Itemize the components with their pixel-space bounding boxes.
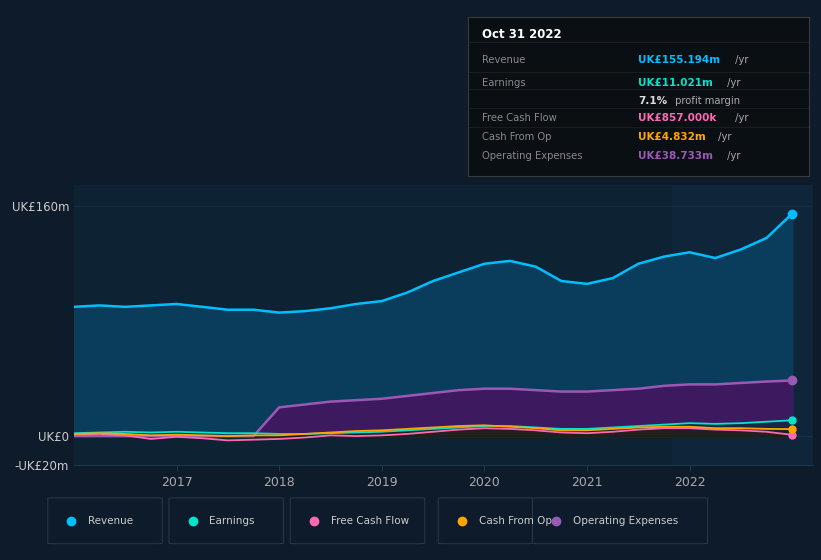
FancyBboxPatch shape xyxy=(438,498,533,544)
FancyBboxPatch shape xyxy=(290,498,424,544)
FancyBboxPatch shape xyxy=(48,498,163,544)
Text: profit margin: profit margin xyxy=(672,96,741,106)
Text: UK£11.021m: UK£11.021m xyxy=(639,78,713,88)
Text: Earnings: Earnings xyxy=(482,78,525,88)
Text: Cash From Op: Cash From Op xyxy=(482,132,551,142)
FancyBboxPatch shape xyxy=(169,498,283,544)
Text: UK£38.733m: UK£38.733m xyxy=(639,151,713,161)
Text: /yr: /yr xyxy=(723,78,740,88)
Text: UK£857.000k: UK£857.000k xyxy=(639,113,717,123)
Text: UK£4.832m: UK£4.832m xyxy=(639,132,706,142)
Text: Revenue: Revenue xyxy=(88,516,133,526)
Text: Revenue: Revenue xyxy=(482,55,525,65)
Text: Free Cash Flow: Free Cash Flow xyxy=(331,516,409,526)
Text: Cash From Op: Cash From Op xyxy=(479,516,552,526)
Text: Operating Expenses: Operating Expenses xyxy=(482,151,582,161)
Text: /yr: /yr xyxy=(732,55,749,65)
Text: /yr: /yr xyxy=(715,132,732,142)
Text: /yr: /yr xyxy=(732,113,749,123)
Text: UK£155.194m: UK£155.194m xyxy=(639,55,721,65)
Bar xyxy=(672,185,813,465)
Text: Free Cash Flow: Free Cash Flow xyxy=(482,113,557,123)
Text: Oct 31 2022: Oct 31 2022 xyxy=(482,28,562,41)
Text: Earnings: Earnings xyxy=(209,516,255,526)
Text: /yr: /yr xyxy=(723,151,740,161)
Text: Operating Expenses: Operating Expenses xyxy=(573,516,678,526)
FancyBboxPatch shape xyxy=(533,498,708,544)
Text: 7.1%: 7.1% xyxy=(639,96,667,106)
